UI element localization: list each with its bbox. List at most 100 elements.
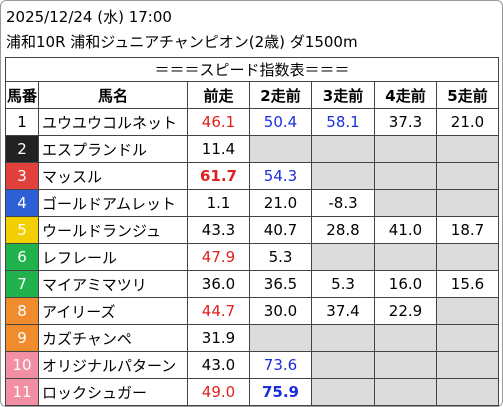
horse-row: 10 オリジナルパターン 43.0 73.6: [5, 351, 499, 379]
column-header: 前走: [187, 81, 250, 109]
speed-index: 46.1: [187, 108, 250, 136]
horse-row: 2 エスプランドル 11.4: [5, 135, 499, 163]
date: 2025/12/24 (水) 17:00: [6, 8, 172, 26]
speed-index: 54.3: [249, 162, 312, 190]
horse-number: 4: [5, 189, 39, 217]
empty-cell: [311, 378, 375, 406]
horse-name: エスプランドル: [38, 135, 188, 163]
speed-index: 5.3: [311, 270, 375, 298]
horse-name: ウールドランジュ: [38, 216, 188, 244]
speed-index: 37.3: [374, 108, 437, 136]
speed-index: 36.0: [187, 270, 250, 298]
speed-index: 43.0: [187, 351, 250, 379]
horse-row: 6 レフレール 47.9 5.3: [5, 243, 499, 271]
horse-number: 8: [5, 297, 39, 325]
empty-cell: [374, 189, 437, 217]
empty-cell: [311, 135, 375, 163]
horse-row: 3 マッスル 61.7 54.3: [5, 162, 499, 190]
horse-name: オリジナルパターン: [38, 351, 188, 379]
horse-number: 9: [5, 324, 39, 352]
horse-row: 8 アイリーズ 44.7 30.0 37.4 22.9: [5, 297, 499, 325]
horse-name: ロックシュガー: [38, 378, 188, 406]
horse-name: マイアミマツリ: [38, 270, 188, 298]
column-header: 馬番: [5, 81, 39, 109]
speed-index: 47.9: [187, 243, 250, 271]
speed-index: 37.4: [311, 297, 375, 325]
horse-name: レフレール: [38, 243, 188, 271]
speed-index: 40.7: [249, 216, 312, 244]
speed-index: 44.7: [187, 297, 250, 325]
horse-row: 5 ウールドランジュ 43.3 40.7 28.8 41.0 18.7: [5, 216, 499, 244]
horse-name: ゴールドアムレット: [38, 189, 188, 217]
empty-cell: [249, 324, 312, 352]
horse-number: 7: [5, 270, 39, 298]
speed-index: 11.4: [187, 135, 250, 163]
empty-cell: [311, 351, 375, 379]
speed-index: 41.0: [374, 216, 437, 244]
table-title: ＝＝＝スピード指数表＝＝＝: [5, 57, 499, 82]
speed-index: 43.3: [187, 216, 250, 244]
speed-index: 49.0: [187, 378, 250, 406]
empty-cell: [436, 135, 499, 163]
column-header: 2走前: [249, 81, 312, 109]
speed-table: ＝＝＝スピード指数表＝＝＝ 馬番 馬名 前走 2走前 3走前 4走前 5走前 1 ユウユウコル…: [5, 57, 499, 406]
horse-name: アイリーズ: [38, 297, 188, 325]
empty-cell: [249, 135, 312, 163]
empty-cell: [374, 378, 437, 406]
horse-number: 5: [5, 216, 39, 244]
horse-number: 11: [5, 378, 39, 406]
empty-cell: [374, 351, 437, 379]
speed-index: 16.0: [374, 270, 437, 298]
column-header: 5走前: [436, 81, 499, 109]
horse-number: 2: [5, 135, 39, 163]
empty-cell: [374, 324, 437, 352]
speed-index: 1.1: [187, 189, 250, 217]
empty-cell: [436, 324, 499, 352]
empty-cell: [311, 243, 375, 271]
horse-row: 7 マイアミマツリ 36.0 36.5 5.3 16.0 15.6: [5, 270, 499, 298]
horse-name: ユウユウコルネット: [38, 108, 188, 136]
speed-index: 75.9: [249, 378, 312, 406]
empty-cell: [374, 162, 437, 190]
horse-row: 1 ユウユウコルネット 46.1 50.4 58.1 37.3 21.0: [5, 108, 499, 136]
speed-index: 36.5: [249, 270, 312, 298]
empty-cell: [436, 297, 499, 325]
speed-index: 58.1: [311, 108, 375, 136]
empty-cell: [436, 162, 499, 190]
empty-cell: [311, 162, 375, 190]
empty-cell: [374, 135, 437, 163]
speed-index: 31.9: [187, 324, 250, 352]
horse-number: 1: [5, 108, 39, 136]
empty-cell: [436, 243, 499, 271]
horse-row: 11 ロックシュガー 49.0 75.9: [5, 378, 499, 406]
speed-index: 18.7: [436, 216, 499, 244]
speed-index: 5.3: [249, 243, 312, 271]
speed-index: 21.0: [249, 189, 312, 217]
empty-cell: [436, 189, 499, 217]
speed-index: 28.8: [311, 216, 375, 244]
race: 浦和10R 浦和ジュニアチャンピオン(2歳) ダ1500m: [6, 33, 358, 51]
speed-index: -8.3: [311, 189, 375, 217]
horse-name: カズチャンペ: [38, 324, 188, 352]
speed-index: 30.0: [249, 297, 312, 325]
empty-cell: [311, 324, 375, 352]
horse-number: 6: [5, 243, 39, 271]
column-header: 4走前: [374, 81, 437, 109]
horse-number: 3: [5, 162, 39, 190]
column-header: 馬名: [38, 81, 188, 109]
empty-cell: [436, 378, 499, 406]
speed-index: 61.7: [187, 162, 250, 190]
empty-cell: [436, 351, 499, 379]
horse-name: マッスル: [38, 162, 188, 190]
horse-row: 9 カズチャンペ 31.9: [5, 324, 499, 352]
horse-row: 4 ゴールドアムレット 1.1 21.0 -8.3: [5, 189, 499, 217]
speed-index: 50.4: [249, 108, 312, 136]
speed-index: 73.6: [249, 351, 312, 379]
speed-index: 21.0: [436, 108, 499, 136]
speed-index: 22.9: [374, 297, 437, 325]
horse-number: 10: [5, 351, 39, 379]
speed-index: 15.6: [436, 270, 499, 298]
empty-cell: [374, 243, 437, 271]
column-header: 3走前: [311, 81, 375, 109]
